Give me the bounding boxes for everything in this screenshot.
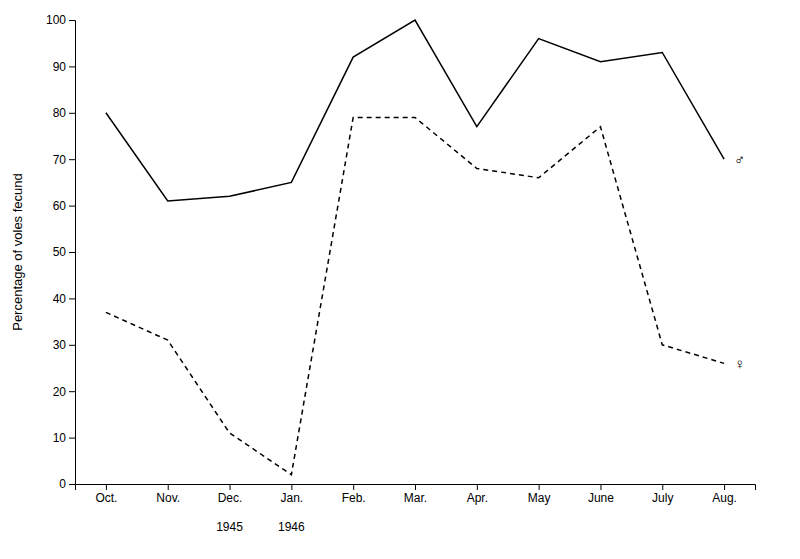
y-tick-mark <box>69 391 75 392</box>
y-tick: 60 <box>53 199 75 213</box>
x-tick-label: Oct. <box>95 491 117 505</box>
x-tick-label: Feb. <box>342 491 366 505</box>
x-tick: June <box>588 484 614 505</box>
x-tick: Aug. <box>712 484 737 505</box>
y-tick-mark <box>69 66 75 67</box>
x-axis: Oct. Nov. Dec. Jan. Feb. Mar. Apr. May June July A… <box>76 484 756 505</box>
series-label: ♀ <box>734 355 745 372</box>
y-tick-label: 80 <box>53 106 67 120</box>
y-tick-label: 90 <box>53 60 67 74</box>
y-axis: 0 10 20 30 40 50 60 70 80 90 100 <box>46 13 76 491</box>
x-tick-mark <box>724 484 725 490</box>
y-axis-line <box>69 21 76 485</box>
x-tick-mark <box>353 484 354 490</box>
x-tick-mark <box>230 484 231 490</box>
x-tick: Feb. <box>342 484 366 505</box>
x-tick-mark <box>477 484 478 490</box>
annotation: 1946 <box>278 520 305 534</box>
x-tick: Mar. <box>404 484 427 505</box>
x-tick-label: July <box>652 491 673 505</box>
chart: 0 10 20 30 40 50 60 70 80 90 100 Oct. Nov. Dec. Jan. Fe… <box>0 0 800 559</box>
y-tick: 50 <box>53 245 75 259</box>
x-tick: July <box>652 484 673 505</box>
x-tick-label: June <box>588 491 614 505</box>
y-tick-mark <box>69 159 75 160</box>
x-tick-mark <box>662 484 663 490</box>
y-tick-mark <box>69 345 75 346</box>
series-line <box>106 117 724 474</box>
y-tick: 70 <box>53 153 75 167</box>
x-tick-mark <box>539 484 540 490</box>
x-tick-mark <box>168 484 169 490</box>
y-tick-label: 30 <box>53 338 67 352</box>
y-tick-mark <box>69 252 75 253</box>
x-tick-label: Apr. <box>467 491 488 505</box>
y-tick-mark <box>69 438 75 439</box>
x-tick: May <box>528 484 551 505</box>
x-tick-mark <box>106 484 107 490</box>
x-tick: Jan. <box>281 484 304 505</box>
y-tick: 40 <box>53 292 75 306</box>
x-tick: Oct. <box>95 484 117 505</box>
y-tick-label: 60 <box>53 199 67 213</box>
y-tick-label: 0 <box>59 477 66 491</box>
x-axis-line <box>76 485 756 491</box>
x-tick-mark <box>291 484 292 490</box>
y-tick-label: 40 <box>53 292 67 306</box>
y-tick-mark <box>69 206 75 207</box>
y-tick-label: 100 <box>46 13 66 27</box>
x-tick-label: Aug. <box>712 491 737 505</box>
y-tick-mark <box>69 20 75 21</box>
x-tick-label: May <box>528 491 551 505</box>
y-tick: 10 <box>53 431 75 445</box>
y-tick: 80 <box>53 106 75 120</box>
y-tick: 20 <box>53 385 75 399</box>
y-tick-mark <box>69 113 75 114</box>
y-tick-mark <box>69 298 75 299</box>
y-tick-label: 70 <box>53 153 67 167</box>
y-tick: 0 <box>59 477 75 491</box>
y-tick: 30 <box>53 338 75 352</box>
series-line <box>106 20 724 201</box>
y-axis-title: Percentage of voles fecund <box>10 173 25 331</box>
x-tick-mark <box>600 484 601 490</box>
y-tick-label: 50 <box>53 245 67 259</box>
annotation: 1945 <box>216 520 243 534</box>
x-tick-label: Mar. <box>404 491 427 505</box>
lines <box>106 20 724 475</box>
y-tick-mark <box>69 484 75 485</box>
x-tick-mark <box>415 484 416 490</box>
x-tick-label: Jan. <box>281 491 304 505</box>
x-tick-label: Nov. <box>156 491 180 505</box>
y-tick: 90 <box>53 60 75 74</box>
plot-area: 0 10 20 30 40 50 60 70 80 90 100 Oct. Nov. Dec. Jan. Fe… <box>46 13 756 533</box>
x-tick-label: Dec. <box>218 491 243 505</box>
x-tick: Nov. <box>156 484 180 505</box>
x-tick: Apr. <box>467 484 488 505</box>
x-tick: Dec. <box>218 484 243 505</box>
y-tick-label: 10 <box>53 431 67 445</box>
y-tick: 100 <box>46 13 75 27</box>
y-tick-label: 20 <box>53 385 67 399</box>
series-label: ♂ <box>734 151 745 168</box>
